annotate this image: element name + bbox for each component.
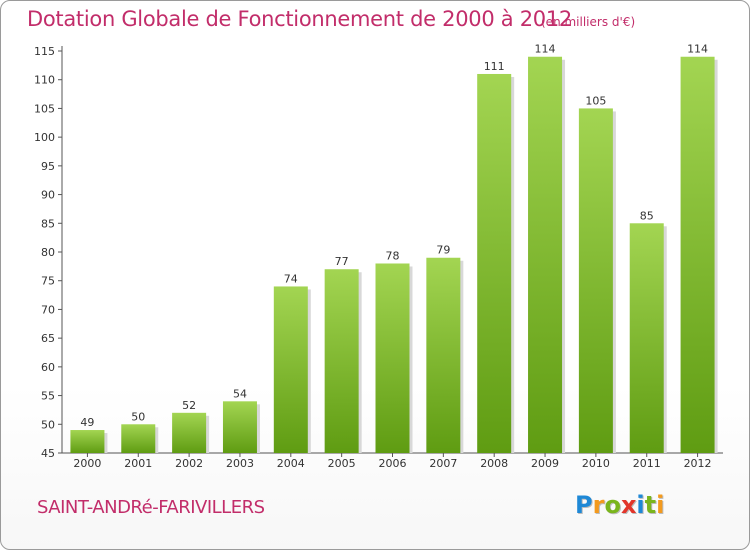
y-tick-label: 45 [41,447,55,460]
bar-2010 [578,108,613,453]
value-label: 49 [80,416,94,429]
x-tick-label: 2002 [175,457,203,470]
y-tick-label: 105 [34,102,55,115]
value-label: 114 [687,43,708,56]
value-label: 77 [335,255,349,268]
x-tick-label: 2011 [633,457,661,470]
y-tick-label: 90 [41,189,55,202]
x-tick-label: 2004 [277,457,305,470]
bar-2007 [426,257,461,453]
x-tick-label: 2007 [429,457,457,470]
value-label: 54 [233,387,247,400]
y-tick-label: 55 [41,390,55,403]
x-tick-label: 2005 [328,457,356,470]
y-tick-label: 80 [41,246,55,259]
value-label: 50 [131,410,145,423]
x-tick-label: 2000 [73,457,101,470]
bar-2003 [222,401,257,453]
proxiti-logo: Proxiti [575,491,664,519]
x-tick-label: 2001 [124,457,152,470]
y-tick-label: 100 [34,131,55,144]
y-tick-label: 75 [41,275,55,288]
y-tick-label: 110 [34,74,55,87]
commune-name: SAINT-ANDRé-FARIVILLERS [37,497,265,518]
value-label: 114 [535,43,556,56]
bar-series [70,56,718,453]
bar-2000 [70,430,105,453]
logo-letter: x [620,491,637,519]
bar-2012 [680,56,715,453]
value-label: 52 [182,399,196,412]
logo-letter: P [575,491,593,519]
bar-2002 [172,412,207,453]
y-tick-label: 50 [41,418,55,431]
value-label: 105 [585,94,606,107]
logo-letter: o [604,491,621,519]
logo-letter: t [644,491,657,519]
data-labels: 49 50 52 54 74 77 78 79 111 114 105 85 114 [80,43,708,429]
bar-2008 [477,73,512,453]
x-tick-label: 2009 [531,457,559,470]
logo-letter: i [656,491,665,519]
x-tick-label: 2003 [226,457,254,470]
value-label: 79 [436,244,450,257]
x-tick-label: 2010 [582,457,610,470]
bar-2001 [121,424,156,453]
y-tick-label: 70 [41,303,55,316]
unit-label: (en milliers d'€) [541,15,636,29]
y-tick-label: 115 [34,45,55,58]
chart-axes: 45 50 55 60 65 70 75 80 85 90 95 100 105 110 115 2000 20… [34,45,723,470]
bar-2005 [324,269,359,453]
value-label: 74 [284,272,298,285]
x-tick-label: 2012 [684,457,712,470]
y-tick-label: 85 [41,217,55,230]
y-tick-label: 95 [41,160,55,173]
bar-2006 [375,263,410,453]
y-tick-label: 60 [41,361,55,374]
logo-letter: r [592,491,605,519]
bar-2004 [273,286,308,453]
value-label: 111 [484,60,505,73]
chart-title: Dotation Globale de Fonctionnement de 20… [27,7,572,31]
bar-2011 [629,223,664,453]
x-tick-label: 2008 [480,457,508,470]
value-label: 78 [386,249,400,262]
x-tick-label: 2006 [379,457,407,470]
logo-letter: i [636,491,645,519]
y-tick-label: 65 [41,332,55,345]
value-label: 85 [640,209,654,222]
bar-2009 [528,56,563,453]
